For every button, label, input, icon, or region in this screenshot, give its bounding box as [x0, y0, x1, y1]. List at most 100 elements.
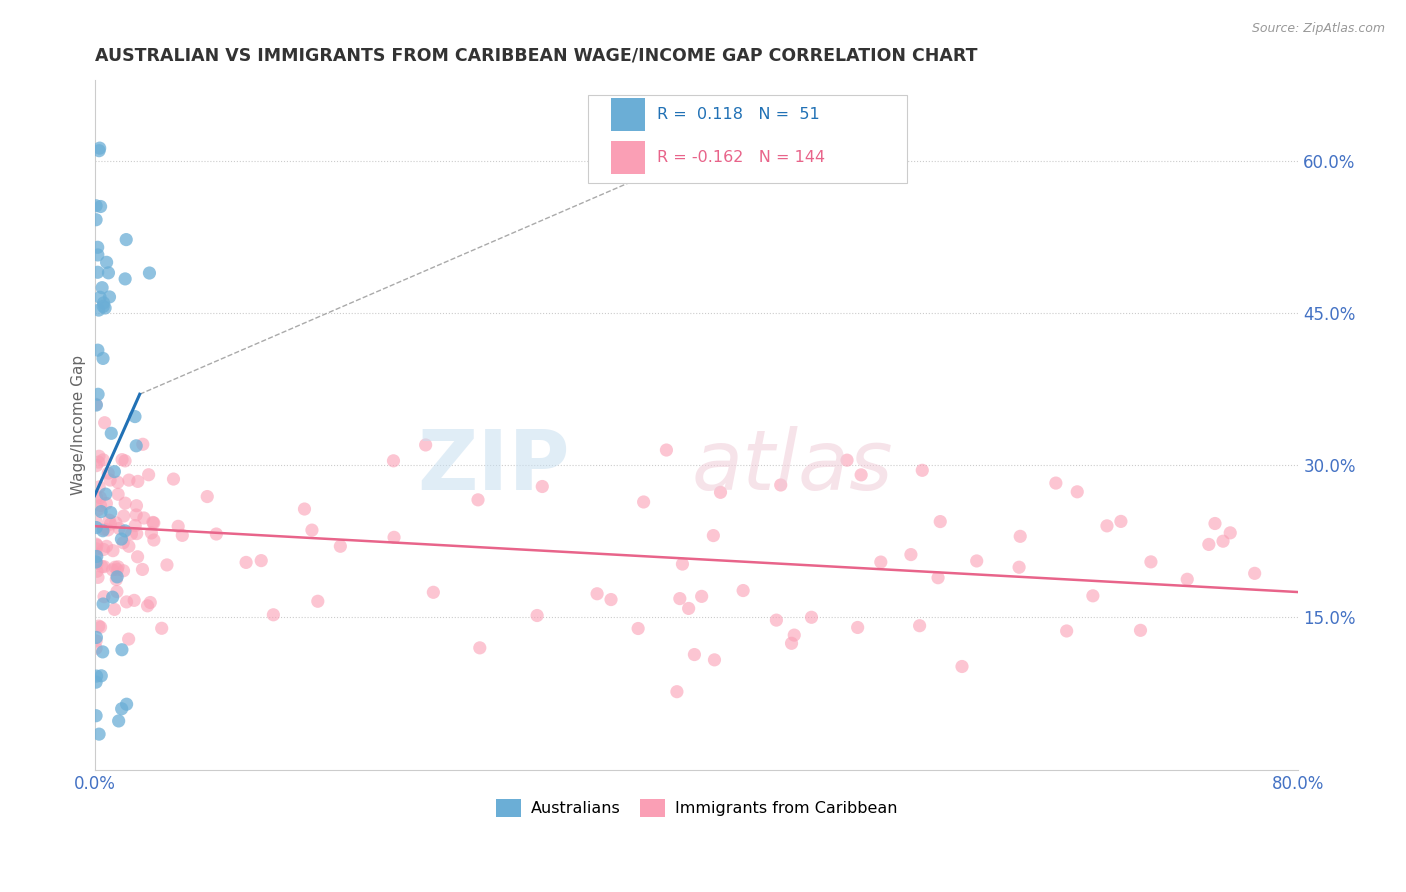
Point — [84, 634, 107, 648]
Point — [235, 556, 257, 570]
Point — [84, 708, 107, 723]
Point — [136, 599, 159, 613]
Point — [683, 648, 706, 662]
Point — [526, 608, 548, 623]
Point — [93, 522, 115, 536]
Point — [665, 684, 688, 698]
Point — [87, 619, 110, 633]
Point — [91, 281, 114, 295]
Point — [90, 559, 112, 574]
Point — [93, 590, 115, 604]
Point — [91, 351, 114, 366]
Point — [84, 541, 107, 556]
Point — [600, 592, 623, 607]
Point — [966, 554, 988, 568]
Point — [1219, 525, 1241, 540]
Point — [1109, 515, 1132, 529]
Point — [86, 631, 108, 645]
Point — [101, 543, 124, 558]
Point — [104, 560, 127, 574]
Point — [84, 212, 107, 227]
Point — [89, 491, 111, 505]
Point — [112, 508, 135, 523]
Point — [1010, 529, 1032, 543]
Point — [89, 480, 111, 494]
Point — [86, 557, 108, 571]
Point — [205, 527, 228, 541]
Point — [100, 506, 122, 520]
Point — [105, 570, 128, 584]
Point — [91, 645, 114, 659]
Text: atlas: atlas — [692, 425, 894, 507]
Point — [114, 524, 136, 538]
Legend: Australians, Immigrants from Caribbean: Australians, Immigrants from Caribbean — [489, 792, 904, 824]
Point — [586, 587, 609, 601]
Point — [835, 453, 858, 467]
Point — [733, 583, 755, 598]
Point — [1198, 537, 1220, 551]
Point — [96, 496, 118, 510]
Point — [86, 564, 108, 578]
Point — [112, 535, 135, 549]
Point — [671, 557, 693, 571]
Point — [107, 714, 129, 728]
Point — [633, 495, 655, 509]
Point — [89, 290, 111, 304]
Point — [97, 523, 120, 537]
Point — [87, 144, 110, 158]
Point — [107, 559, 129, 574]
Point — [195, 490, 218, 504]
Point — [262, 607, 284, 622]
Point — [703, 653, 725, 667]
Point — [1204, 516, 1226, 531]
Point — [84, 641, 107, 656]
Point — [120, 527, 142, 541]
Point — [108, 521, 131, 535]
Point — [780, 636, 803, 650]
Point — [84, 555, 107, 569]
Point — [1212, 534, 1234, 549]
Point — [105, 563, 128, 577]
Point — [800, 610, 823, 624]
Point — [86, 398, 108, 412]
Point — [104, 516, 127, 530]
Point — [118, 473, 141, 487]
Point — [105, 573, 128, 587]
Point — [950, 659, 973, 673]
Point — [87, 570, 110, 584]
Y-axis label: Wage/Income Gap: Wage/Income Gap — [72, 355, 86, 495]
Point — [111, 642, 134, 657]
Point — [125, 439, 148, 453]
Point — [90, 505, 112, 519]
Point — [678, 601, 700, 615]
Point — [87, 303, 110, 318]
FancyBboxPatch shape — [588, 95, 907, 183]
Point — [769, 478, 792, 492]
Point — [87, 248, 110, 262]
Point — [294, 502, 316, 516]
Point — [132, 437, 155, 451]
Point — [846, 620, 869, 634]
Point — [1243, 566, 1265, 581]
Point — [382, 454, 405, 468]
Point — [87, 727, 110, 741]
Point — [124, 518, 146, 533]
Point — [127, 475, 149, 489]
Point — [114, 496, 136, 510]
Point — [84, 537, 107, 551]
Point — [87, 502, 110, 516]
Point — [690, 590, 713, 604]
Point — [329, 539, 352, 553]
Point — [107, 487, 129, 501]
Point — [468, 640, 491, 655]
Point — [307, 594, 329, 608]
Point — [167, 519, 190, 533]
Point — [132, 511, 155, 525]
Point — [103, 465, 125, 479]
Point — [114, 272, 136, 286]
Point — [702, 528, 724, 542]
Point — [122, 593, 145, 607]
Point — [415, 438, 437, 452]
Point — [142, 516, 165, 530]
Point — [91, 597, 114, 611]
